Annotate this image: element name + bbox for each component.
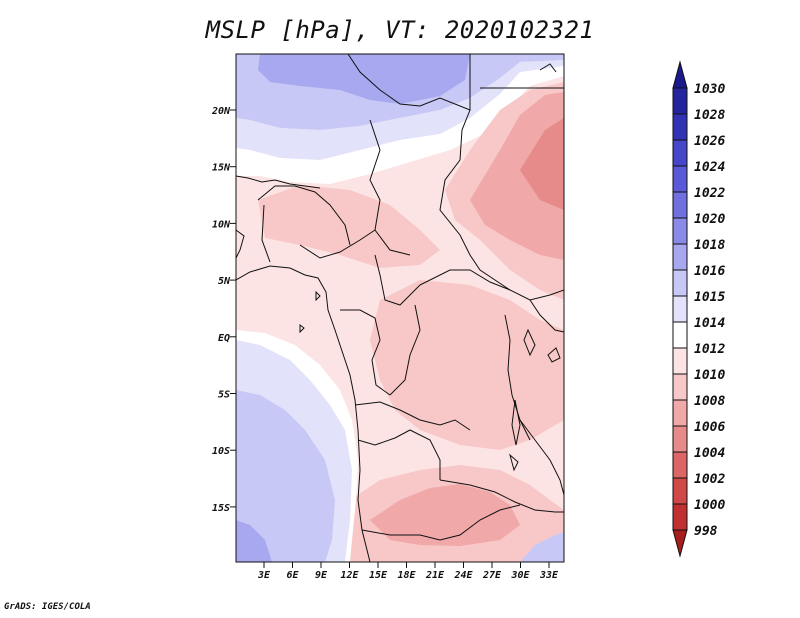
colorbar-segment — [672, 191, 688, 219]
colorbar-label: 1024 — [694, 160, 725, 175]
colorbar-label: 1028 — [694, 108, 725, 123]
colorbar-label: 1022 — [694, 186, 725, 201]
colorbar-segment — [672, 347, 688, 375]
north-pale-band — [236, 60, 564, 160]
colorbar-label: 1004 — [694, 446, 725, 461]
colorbar-label: 1002 — [694, 472, 725, 487]
colorbar-segment — [672, 451, 688, 479]
colorbar-label: 1020 — [694, 212, 725, 227]
congo-warm-core — [400, 320, 530, 425]
credit-text: GrADS: IGES/COLA — [4, 602, 91, 612]
lon-label: 30E — [510, 570, 530, 581]
lat-label: 5N — [218, 276, 231, 287]
lon-label: 9E — [315, 570, 328, 581]
lon-label: 33E — [539, 570, 559, 581]
colorbar-segment — [672, 87, 688, 115]
lat-label: 15S — [212, 503, 230, 514]
lon-label: 6E — [286, 570, 299, 581]
colorbar-top-arrow — [672, 60, 688, 89]
south-warm-core — [370, 484, 520, 546]
colorbar-segment — [672, 373, 688, 401]
colorbar-label: 1008 — [694, 394, 725, 409]
colorbar-label: 1018 — [694, 238, 725, 253]
lakes — [299, 290, 561, 472]
colorbar-bottom-arrow — [672, 529, 688, 558]
lat-label: 5S — [218, 390, 230, 401]
colorbar-segment — [672, 217, 688, 245]
colorbar-label: 1015 — [694, 290, 725, 305]
colorbar-label: 1016 — [694, 264, 725, 279]
map-frame — [235, 53, 565, 563]
lon-label: 24E — [453, 570, 473, 581]
colorbar-segment — [672, 269, 688, 297]
lat-label: 15N — [212, 163, 231, 174]
southwest-white-band — [236, 330, 358, 562]
colorbar-label: 1010 — [694, 368, 725, 383]
pressure-field — [236, 54, 564, 562]
southeast-blue — [520, 532, 564, 562]
lon-label: 27E — [482, 570, 502, 581]
north-white-band — [236, 66, 564, 184]
colorbar: 1030 1028 1026 1024 1022 1020 1018 1016 1015 1014… — [672, 60, 725, 558]
colorbar-segment — [672, 425, 688, 453]
colorbar-label: 1026 — [694, 134, 725, 149]
colorbar-segment — [672, 477, 688, 505]
lon-label: 18E — [397, 570, 416, 581]
colorbar-label: 1000 — [694, 498, 725, 513]
lat-label: 20N — [211, 106, 231, 117]
southwest-light-blue — [236, 390, 335, 562]
east-warm-core — [470, 92, 564, 260]
chart-title: MSLP [hPa], VT: 2020102321 — [205, 16, 595, 44]
colorbar-segment — [672, 243, 688, 271]
lon-label: 3E — [257, 570, 271, 581]
lat-label: 10N — [212, 219, 231, 230]
latitude-axis: 20N 15N 10N 5N EQ 5S 10S 15S — [211, 106, 236, 514]
colorbar-segment — [672, 139, 688, 167]
north-blue-core — [258, 54, 470, 104]
colorbar-label: 1012 — [694, 342, 725, 357]
southwest-blue-core — [236, 520, 272, 562]
colorbar-label: 998 — [694, 524, 718, 539]
longitude-axis: 3E 6E 9E 12E 15E 18E 21E 24E 27E 30E 33E — [257, 562, 559, 581]
colorbar-label: 1030 — [694, 82, 725, 97]
colorbar-segment — [672, 295, 688, 323]
lon-label: 21E — [425, 570, 445, 581]
political-boundaries — [236, 54, 564, 562]
colorbar-segment — [672, 165, 688, 193]
east-warm-peak — [520, 118, 564, 210]
colorbar-segment — [672, 399, 688, 427]
colorbar-segment — [672, 503, 688, 531]
lon-label: 15E — [369, 570, 388, 581]
lon-label: 12E — [340, 570, 359, 581]
colorbar-segment — [672, 113, 688, 141]
colorbar-segment — [672, 321, 688, 349]
lat-label: EQ — [218, 333, 230, 344]
lat-label: 10S — [212, 446, 230, 457]
west-warm-region — [258, 185, 440, 268]
colorbar-label: 1014 — [694, 316, 725, 331]
colorbar-label: 1006 — [694, 420, 725, 435]
